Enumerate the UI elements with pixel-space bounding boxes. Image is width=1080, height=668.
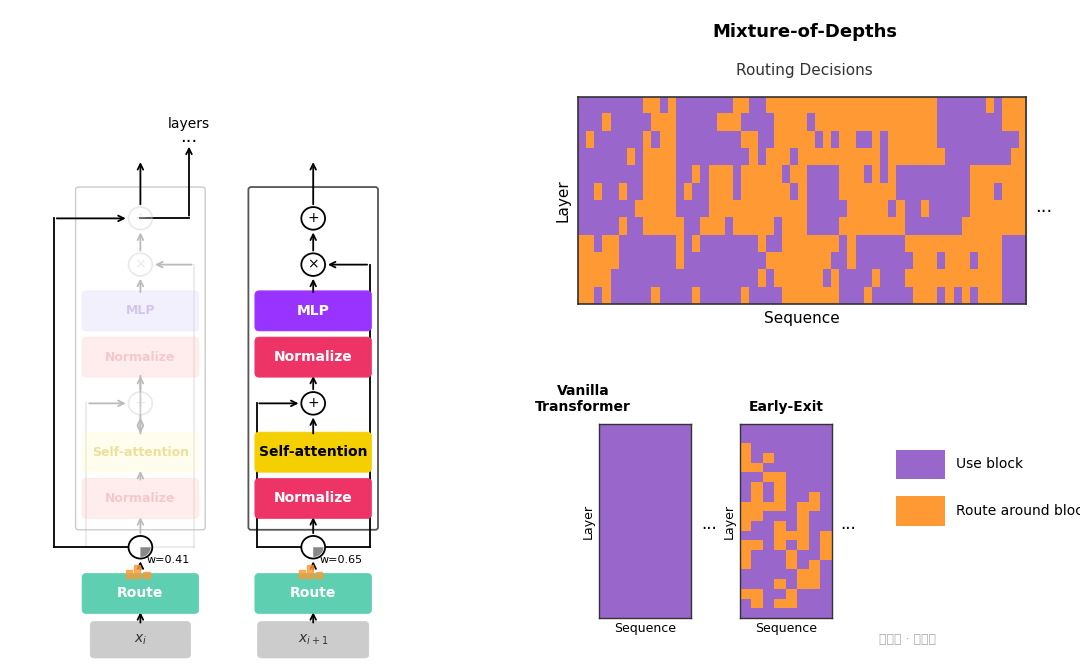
Wedge shape — [313, 547, 324, 557]
Text: Normalize: Normalize — [105, 351, 176, 363]
Text: ...: ... — [180, 128, 198, 146]
Text: Use block: Use block — [956, 458, 1023, 471]
Text: Mixture-of-Depths: Mixture-of-Depths — [712, 23, 897, 41]
Text: Route: Route — [291, 587, 336, 601]
Text: +: + — [308, 396, 319, 410]
Text: MLP: MLP — [125, 305, 156, 317]
Text: Early-Exit: Early-Exit — [748, 400, 824, 414]
FancyBboxPatch shape — [255, 573, 372, 613]
Text: +: + — [135, 396, 146, 410]
Text: MLP: MLP — [297, 304, 329, 318]
FancyBboxPatch shape — [82, 478, 199, 518]
Y-axis label: Layer: Layer — [723, 504, 735, 538]
X-axis label: Sequence: Sequence — [755, 622, 816, 635]
Text: $x_i$: $x_i$ — [134, 633, 147, 647]
FancyBboxPatch shape — [82, 432, 199, 472]
Text: Self-attention: Self-attention — [92, 446, 189, 459]
Text: Route around block: Route around block — [956, 504, 1080, 518]
X-axis label: Sequence: Sequence — [764, 311, 840, 326]
Circle shape — [129, 536, 152, 558]
Bar — [298, 570, 305, 578]
Text: Routing Decisions: Routing Decisions — [737, 63, 873, 78]
Bar — [307, 565, 313, 578]
Text: 公众号 · 量子位: 公众号 · 量子位 — [879, 633, 935, 647]
Text: ...: ... — [840, 516, 855, 533]
Text: Normalize: Normalize — [105, 492, 176, 505]
FancyBboxPatch shape — [82, 337, 199, 377]
Text: Vanilla
Transformer: Vanilla Transformer — [536, 384, 631, 414]
Circle shape — [301, 536, 325, 558]
Text: ...: ... — [1035, 198, 1052, 216]
Text: Self-attention: Self-attention — [259, 445, 367, 459]
Circle shape — [129, 392, 152, 415]
FancyBboxPatch shape — [82, 573, 199, 613]
Text: +: + — [308, 211, 319, 225]
Y-axis label: Layer: Layer — [556, 179, 571, 222]
FancyBboxPatch shape — [255, 337, 372, 377]
Circle shape — [301, 392, 325, 415]
Circle shape — [129, 207, 152, 230]
Y-axis label: Layer: Layer — [582, 504, 595, 538]
Bar — [315, 572, 322, 578]
Circle shape — [129, 253, 152, 276]
Text: ×: × — [308, 258, 319, 272]
FancyBboxPatch shape — [90, 621, 190, 658]
Text: $x_{i+1}$: $x_{i+1}$ — [298, 633, 328, 647]
Circle shape — [301, 207, 325, 230]
Bar — [144, 572, 150, 578]
X-axis label: Sequence: Sequence — [615, 622, 676, 635]
FancyBboxPatch shape — [255, 478, 372, 518]
Bar — [125, 570, 133, 578]
Text: Route: Route — [118, 587, 163, 601]
Text: Normalize: Normalize — [274, 492, 352, 506]
FancyBboxPatch shape — [257, 621, 369, 658]
Text: +: + — [135, 211, 146, 225]
FancyBboxPatch shape — [255, 432, 372, 472]
Text: layers: layers — [167, 117, 211, 131]
FancyBboxPatch shape — [82, 291, 199, 331]
Bar — [134, 565, 140, 578]
Text: w=0.65: w=0.65 — [320, 555, 363, 565]
FancyBboxPatch shape — [255, 291, 372, 331]
Circle shape — [301, 253, 325, 276]
Wedge shape — [140, 547, 151, 557]
Text: Normalize: Normalize — [274, 350, 352, 364]
Text: ...: ... — [702, 516, 717, 533]
Text: w=0.41: w=0.41 — [147, 555, 190, 565]
Text: ×: × — [135, 258, 146, 272]
